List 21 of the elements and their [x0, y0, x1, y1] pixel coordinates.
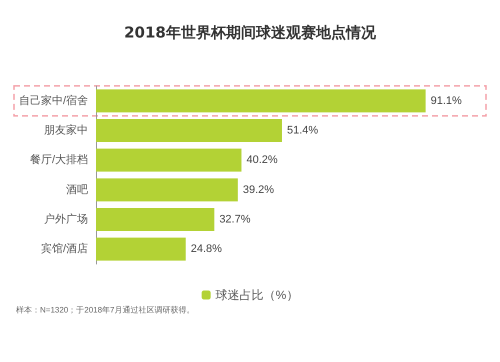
y-tick-label: 自己家中/宿舍 — [18, 94, 88, 107]
bar — [96, 89, 426, 112]
text: 样本：N=1320；于2018年7月通过社区调研获得。 — [16, 306, 194, 314]
chart-title: 2018年世界杯期间球迷观赛地点情况 — [124, 24, 377, 42]
y-tick-label: 户外广场 — [44, 212, 88, 226]
bar — [96, 238, 186, 261]
bar — [96, 119, 282, 142]
data-label: 51.4% — [286, 124, 318, 136]
legend-label: 球迷占比（%） — [216, 288, 298, 302]
bar — [96, 178, 238, 202]
bar — [96, 208, 214, 231]
data-label: 24.8% — [190, 243, 222, 256]
data-label: 32.7% — [219, 214, 251, 226]
data-label: 91.1% — [430, 94, 462, 107]
y-tick-label: 酒吧 — [66, 182, 88, 196]
y-tick-label: 朋友家中 — [44, 124, 88, 136]
y-tick-label: 宾馆/酒店 — [40, 242, 88, 256]
y-tick-label: 餐厅/大排档 — [30, 153, 88, 166]
data-label: 39.2% — [242, 184, 274, 196]
bar — [96, 148, 242, 172]
data-label: 40.2% — [246, 154, 278, 166]
